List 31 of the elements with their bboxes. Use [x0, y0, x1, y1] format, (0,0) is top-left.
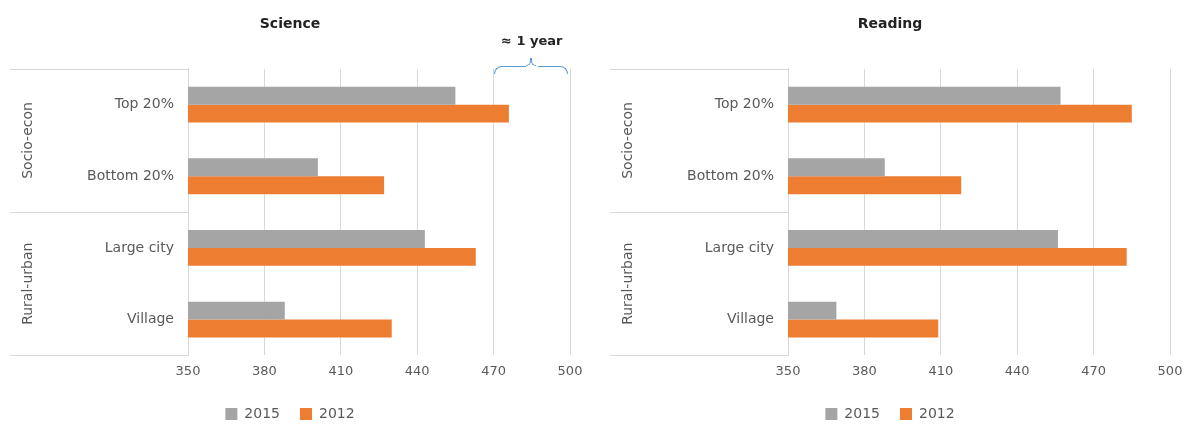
y-tick-label: Bottom 20%: [687, 166, 774, 183]
x-tick-label: 350: [175, 362, 201, 378]
y-tick-label: Village: [726, 310, 774, 327]
chart-title: Reading: [857, 15, 923, 32]
x-tick-label: 410: [328, 362, 354, 378]
x-tick-label: 470: [1081, 362, 1107, 378]
x-tick-label: 470: [481, 362, 507, 378]
x-tick-label: 380: [851, 362, 877, 378]
x-tick-label: 440: [1004, 362, 1030, 378]
y-tick-label: Large city: [704, 238, 774, 255]
chart-title: Science: [259, 15, 321, 32]
y-tick-label: Top 20%: [113, 95, 174, 112]
legend-label: 2012: [919, 404, 955, 421]
legend-label: 2012: [319, 404, 355, 421]
legend-label: 2015: [844, 404, 881, 421]
y-tick-label: Village: [126, 310, 174, 327]
y-tick-label: Top 20%: [713, 95, 774, 112]
x-tick-label: 440: [404, 362, 430, 378]
x-tick-label: 500: [1157, 362, 1183, 378]
y-tick-label: Bottom 20%: [87, 166, 174, 183]
text: Socio-econ: [618, 102, 635, 179]
text: Rural-urban: [18, 242, 35, 325]
legend-label: 2015: [244, 404, 281, 421]
x-tick-label: 410: [928, 362, 954, 378]
x-tick-label: 380: [251, 362, 277, 378]
x-tick-label: 500: [557, 362, 583, 378]
y-tick-label: Large city: [104, 238, 174, 255]
text: Socio-econ: [18, 102, 35, 179]
text: Rural-urban: [618, 242, 635, 325]
text: ≈ 1 year: [501, 32, 563, 48]
x-tick-label: 350: [775, 362, 801, 378]
